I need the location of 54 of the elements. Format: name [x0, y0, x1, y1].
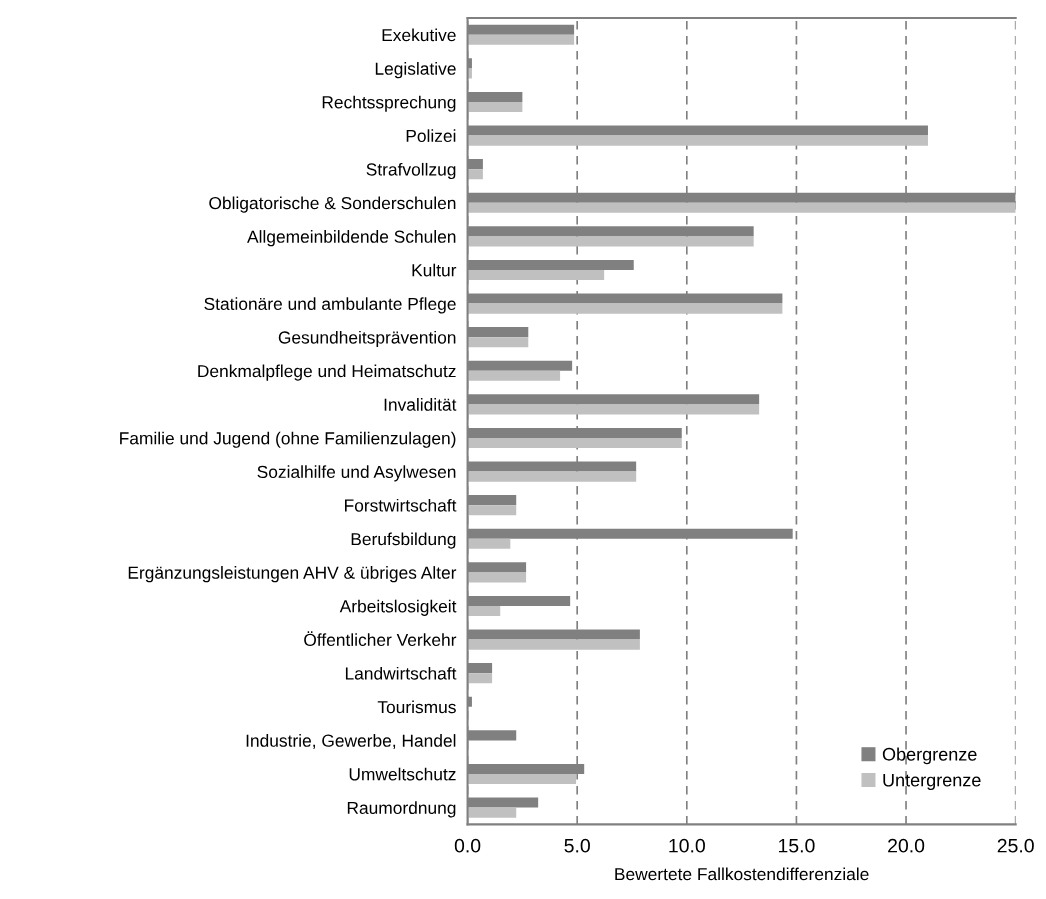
bar [467, 807, 517, 818]
bar [467, 34, 575, 45]
bar [467, 471, 637, 482]
bar [467, 639, 640, 650]
y-tick-label: Forstwirtschaft [345, 498, 457, 512]
legend-label: Untergrenze [883, 773, 981, 791]
bar [467, 404, 760, 415]
y-tick-label: Legislative [375, 62, 456, 79]
bar [467, 202, 1016, 213]
bar [467, 370, 561, 381]
y-tick-label: Raumordnung [347, 801, 456, 818]
x-tick-label: 5.0 [564, 838, 590, 853]
y-tick-label: Berufsbildung [351, 532, 456, 549]
bar [467, 505, 517, 516]
y-tick-label: Polizei [406, 129, 456, 143]
y-tick-label: Industrie, Gewerbe, Handel [246, 734, 456, 749]
bar [467, 572, 527, 583]
bar [467, 236, 754, 247]
bar [467, 605, 501, 617]
bar [467, 169, 483, 180]
y-tick-label: Öffentlicher Verkehr [304, 631, 457, 647]
bar [467, 673, 493, 684]
y-tick-label: Umweltschutz [349, 767, 456, 781]
y-tick-label: Gesundheitsprävention [278, 330, 456, 348]
y-tick-label: Stationäre und ambulante Pflege [204, 297, 456, 314]
x-tick-label: 20.0 [888, 838, 925, 853]
bar [467, 269, 605, 281]
x-tick-label: 10.0 [669, 838, 705, 853]
bar [467, 538, 511, 549]
y-tick-label: Strafvollzug [366, 162, 456, 180]
bar [467, 337, 529, 348]
bar [467, 135, 928, 146]
x-tick-label: 0.0 [454, 838, 481, 853]
bar [467, 773, 577, 785]
y-tick-label: Allgemeinbildende Schulen [247, 230, 456, 247]
bar [467, 437, 682, 449]
y-tick-label: Invalidität [384, 398, 457, 411]
y-tick-label: Kultur [412, 263, 457, 277]
y-tick-label: Sozialhilfe und Asylwesen [257, 465, 456, 482]
y-tick-label: Familie und Jugend (ohne Familienzulagen) [120, 431, 456, 448]
y-tick-label: Landwirtschaft [345, 666, 457, 680]
y-tick-label: Denkmalpflege und Heimatschutz [198, 364, 456, 381]
y-tick-label: Exekutive [382, 28, 456, 42]
y-tick-label: Ergänzungsleistungen AHV & übriges Alter [128, 566, 457, 583]
y-tick-label: Tourismus [377, 700, 456, 714]
bar [467, 101, 523, 113]
x-tick-label: 25.0 [997, 838, 1034, 853]
x-tick-label: 15.0 [778, 838, 815, 853]
bar [467, 303, 783, 314]
y-tick-label: Obligatorische & Sonderschulen [209, 196, 456, 213]
x-axis-title: Bewertete Fallkostendifferenziale [615, 867, 869, 881]
y-tick-label: Arbeitslosigkeit [339, 599, 457, 616]
legend-label: Obergrenze [882, 747, 977, 765]
y-tick-label: Rechtssprechung [322, 95, 456, 112]
